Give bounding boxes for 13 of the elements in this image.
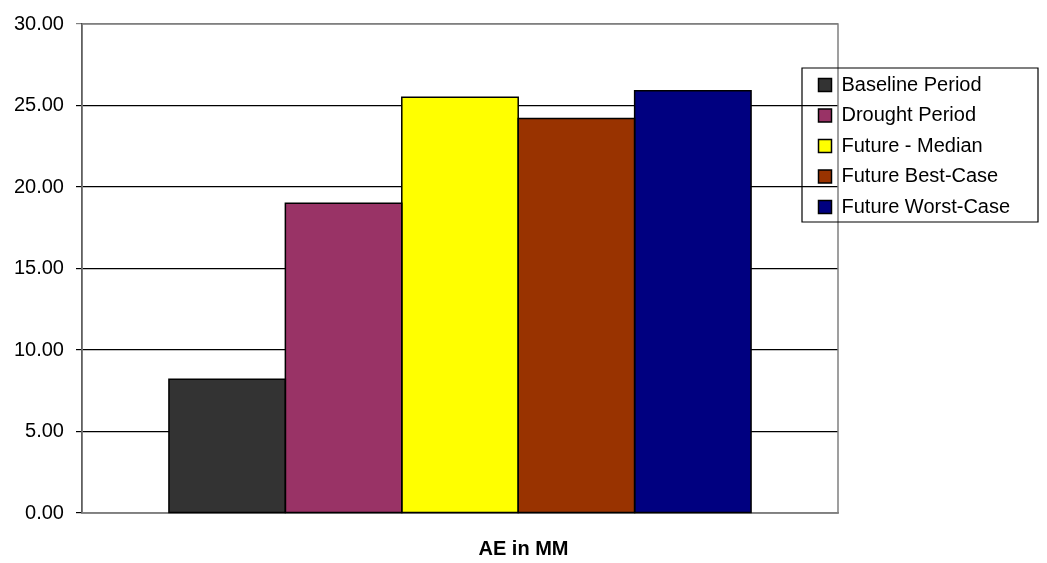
legend-label: Future - Median — [841, 133, 983, 156]
y-tick-label: 20.00 — [13, 174, 64, 197]
y-tick-label: 0.00 — [25, 500, 64, 523]
legend-label: Future Best-Case — [841, 164, 999, 187]
x-axis-title: AE in MM — [478, 536, 569, 559]
legend-label: Future Worst-Case — [841, 194, 1011, 217]
legend-label: Baseline Period — [841, 72, 982, 95]
y-tick-label: 5.00 — [25, 419, 64, 442]
y-tick-label: 30.00 — [13, 11, 64, 34]
y-tick-label: 10.00 — [13, 337, 64, 360]
y-tick-label: 15.00 — [13, 256, 64, 279]
y-tick-label: 25.00 — [13, 93, 64, 116]
legend-label: Drought Period — [841, 103, 977, 126]
